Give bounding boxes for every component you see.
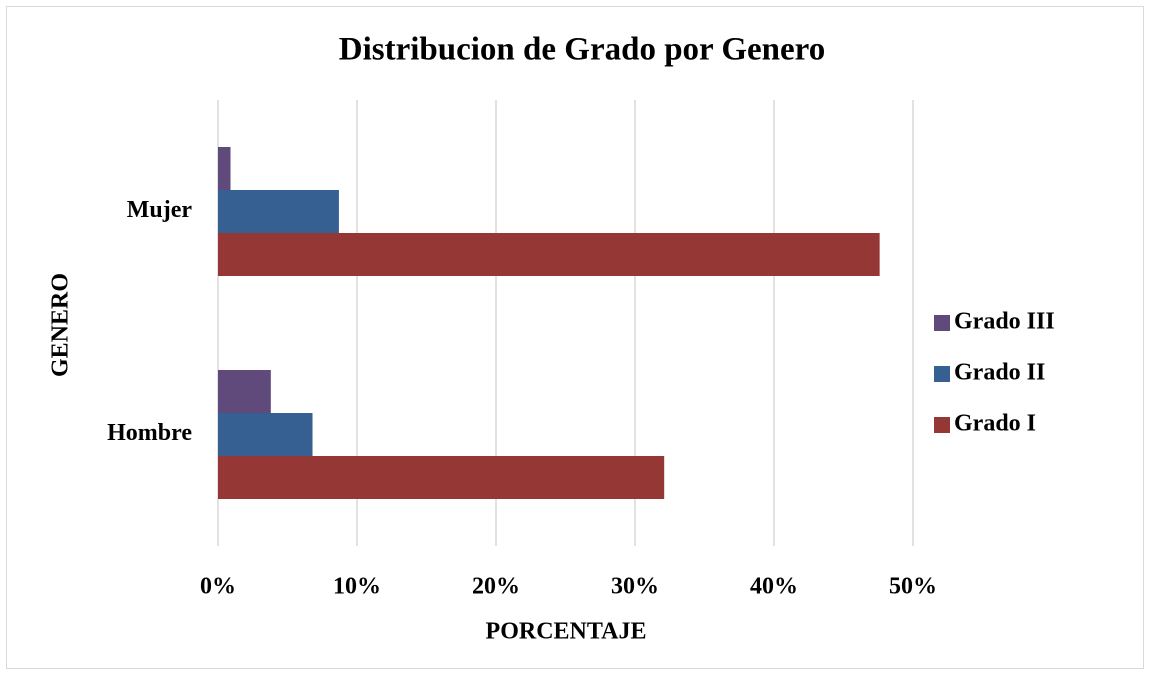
x-tick-label: 40% bbox=[750, 574, 798, 600]
legend-swatch bbox=[934, 417, 950, 433]
bar bbox=[218, 147, 231, 190]
bar bbox=[218, 190, 339, 233]
y-tick-label: Hombre bbox=[107, 420, 192, 446]
chart-title: Distribucion de Grado por Genero bbox=[339, 32, 825, 68]
y-tick-label: Mujer bbox=[127, 197, 193, 223]
bar bbox=[218, 370, 271, 413]
bar bbox=[218, 233, 880, 276]
x-tick-label: 0% bbox=[200, 574, 236, 600]
legend-label: Grado I bbox=[954, 411, 1036, 437]
x-tick-label: 30% bbox=[611, 574, 659, 600]
x-tick-label: 10% bbox=[333, 574, 381, 600]
bar bbox=[218, 456, 665, 499]
legend-swatch bbox=[934, 366, 950, 382]
legend-swatch bbox=[934, 315, 950, 331]
x-tick-label: 50% bbox=[889, 574, 937, 600]
x-axis-title: PORCENTAJE bbox=[486, 619, 647, 645]
legend-label: Grado II bbox=[954, 360, 1045, 386]
chart-border bbox=[6, 6, 1144, 669]
x-tick-label: 20% bbox=[472, 574, 520, 600]
legend-label: Grado III bbox=[954, 309, 1055, 335]
bar bbox=[218, 413, 313, 456]
y-axis-title: GENERO bbox=[48, 273, 74, 377]
